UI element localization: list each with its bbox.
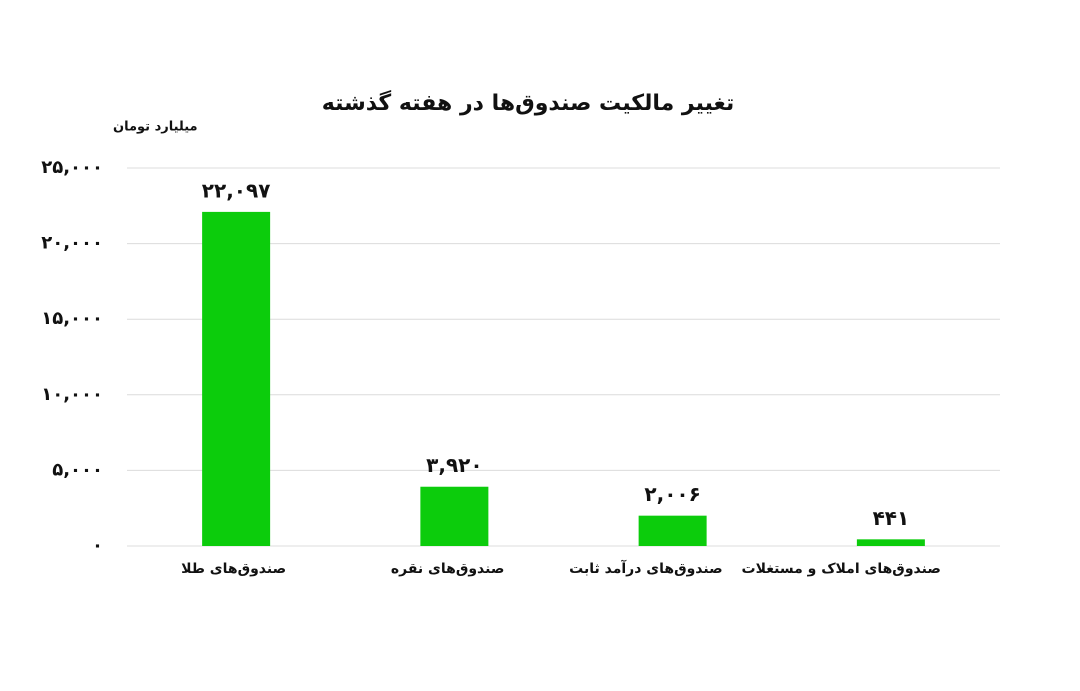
x-tick-label: صندوق‌های نقره bbox=[391, 561, 505, 577]
value-label: ۲,۰۰۶ bbox=[644, 482, 700, 506]
y-tick-label: ۰ bbox=[92, 535, 103, 556]
bar bbox=[638, 515, 707, 546]
bar bbox=[202, 211, 271, 546]
y-tick-label: ۲۵,۰۰۰ bbox=[41, 157, 103, 178]
y-tick-label: ۲۰,۰۰۰ bbox=[41, 233, 103, 254]
y-tick-label: ۱۵,۰۰۰ bbox=[41, 308, 103, 329]
value-label: ۴۴۱ bbox=[873, 506, 910, 530]
y-axis-label: میلیارد تومان bbox=[113, 120, 198, 135]
x-tick-label: صندوق‌های درآمد ثابت bbox=[569, 559, 722, 577]
y-tick-label: ۱۰,۰۰۰ bbox=[41, 384, 103, 405]
value-label: ۲۲,۰۹۷ bbox=[202, 178, 271, 202]
x-tick-label: صندوق‌های املاک و مستغلات bbox=[742, 561, 941, 577]
x-tick-label: صندوق‌های طلا bbox=[181, 561, 286, 577]
value-label: ۳,۹۲۰ bbox=[426, 453, 482, 477]
bar bbox=[420, 486, 489, 546]
chart-title: تغییر مالکیت صندوق‌ها در هفته گذشته bbox=[322, 89, 734, 116]
bar bbox=[856, 539, 925, 546]
y-tick-label: ۵,۰۰۰ bbox=[52, 459, 103, 480]
